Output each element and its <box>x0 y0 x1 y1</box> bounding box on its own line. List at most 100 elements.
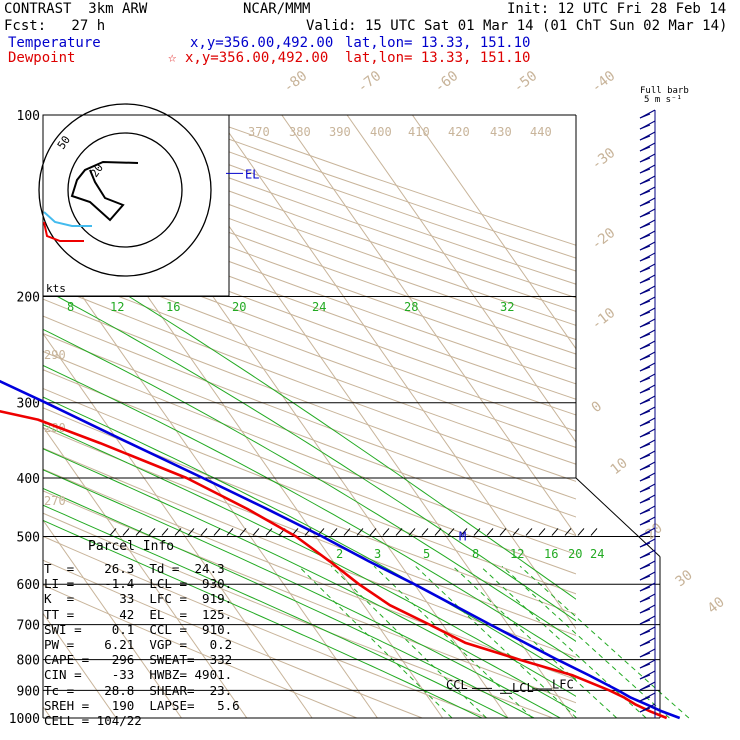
mixing-ratio-label: 12 <box>510 547 524 561</box>
wind-barb-flag <box>639 707 651 713</box>
wind-barb-flag <box>639 641 651 647</box>
theta-tick-label: 400 <box>370 125 392 139</box>
wind-barb-flag <box>639 245 651 251</box>
ccl-label: CCL <box>446 678 468 692</box>
wind-barb-flag <box>639 311 651 317</box>
hatch-mark <box>265 528 273 536</box>
dry-adiabat-line <box>43 281 576 482</box>
hodograph-ring <box>67 132 183 248</box>
hatch-mark <box>590 528 598 536</box>
dry-adiabat-line <box>43 234 576 432</box>
wind-barb-flag <box>639 520 651 526</box>
hatch-mark <box>109 528 117 536</box>
wind-barb-flag <box>639 300 651 306</box>
temperature-tick-label: 0 <box>589 398 605 416</box>
temperature-legend: Temperature <box>8 35 101 51</box>
hodograph-ring <box>38 103 212 277</box>
mixing-ratio-line <box>415 565 577 719</box>
temperature-tick-label: 10 <box>608 455 631 478</box>
hodograph-trace-main <box>70 160 139 222</box>
mixing-ratio-line <box>519 565 690 719</box>
dewpoint-legend: Dewpoint <box>8 50 76 66</box>
mixing-ratio-labels: 2 3 5 8 12 16 20 24 <box>336 547 604 561</box>
pressure-tick-labels: 100 200 300 400 500 600 700 800 900 1000 <box>9 109 40 727</box>
wind-barb-flag <box>639 575 651 581</box>
mixing-ratio-line <box>330 565 487 719</box>
wind-barb-flag <box>639 333 651 339</box>
sounding-traces <box>0 379 681 720</box>
dry-adiabat-line <box>43 559 423 718</box>
hatch-mark <box>499 528 507 536</box>
wind-barb-flag <box>639 157 651 163</box>
pressure-label: 900 <box>17 684 40 699</box>
wind-barb-flag <box>639 432 651 438</box>
theta-tick-label: 380 <box>289 125 311 139</box>
init-label: Init: 12 UTC Fri 28 Feb 14 <box>507 1 727 17</box>
parcel-info-title: Parcel Info <box>88 539 175 554</box>
moist-adiabat-label: 24 <box>312 300 326 314</box>
wind-barb-flag <box>639 498 651 504</box>
hatch-mark <box>369 528 377 536</box>
hatch-mark <box>538 528 546 536</box>
wind-barb-flag <box>639 509 651 515</box>
wind-barb-flag <box>639 234 651 240</box>
dewpoint-latlon: lat,lon= 13.33, 151.10 <box>345 50 531 66</box>
wind-barb-flag <box>639 388 651 394</box>
frame-diagonal <box>575 477 661 557</box>
mixing-ratio-line <box>373 565 533 719</box>
wind-barb-flag <box>639 465 651 471</box>
moist-adiabat-labels: 8 12 16 20 24 28 32 <box>67 300 514 314</box>
hatch-mark <box>551 528 559 536</box>
mixing-ratio-label: 8 <box>472 547 479 561</box>
wind-barb-flag <box>639 124 651 130</box>
parcel-row: TT = 42 EL = 125. <box>44 606 233 622</box>
temperature-tick-label: -70 <box>355 68 385 96</box>
isotherm-line <box>43 519 182 718</box>
isotherm-line <box>43 612 117 718</box>
valid-label: Valid: 15 UTC Sat 01 Mar 14 (01 ChT Sun … <box>306 18 728 34</box>
dry-adiabat-line <box>43 369 576 575</box>
star-icon: ☆ <box>168 50 177 66</box>
hatch-mark <box>200 528 208 536</box>
mixing-ratio-label: 5 <box>423 547 430 561</box>
hatch-mark <box>486 528 494 536</box>
wind-barb-flag <box>639 399 651 405</box>
mixing-ratio-label: 24 <box>590 547 604 561</box>
dry-adiabat-line <box>43 512 553 718</box>
wind-barb-flag <box>639 586 651 592</box>
pressure-label: 200 <box>17 291 40 306</box>
lfc-label: LFC <box>552 677 574 691</box>
temperature-latlon: lat,lon= 13.33, 151.10 <box>345 35 531 51</box>
lcl-label: LCL <box>512 681 534 695</box>
dry-adiabat-line <box>194 115 576 246</box>
wind-barb-flag <box>639 410 651 416</box>
mixing-ratio-lines <box>298 565 690 719</box>
wind-barb-flag <box>639 597 651 603</box>
wind-barb-flag <box>639 553 651 559</box>
temperature-xy: x,y=356.00,492.00 <box>190 35 334 51</box>
fcst-label: Fcst: 27 h <box>4 18 106 34</box>
isotherm-line <box>216 115 576 630</box>
hatch-mark <box>330 528 338 536</box>
hatch-mark <box>213 528 221 536</box>
wind-barb-flag <box>639 223 651 229</box>
dry-adiabat-line <box>43 535 488 718</box>
pressure-label: 300 <box>17 397 40 412</box>
moist-adiabat-label: 28 <box>404 300 418 314</box>
wind-barb-flag <box>639 542 651 548</box>
moist-adiabat-label: 12 <box>110 300 124 314</box>
hodograph-units: kts <box>46 282 66 295</box>
wind-barb-flag <box>639 421 651 427</box>
mixing-ratio-label: 20 <box>568 547 582 561</box>
wind-barb-flag <box>639 443 651 449</box>
isotherm-line <box>43 332 313 718</box>
mixing-ratio-label: 16 <box>544 547 558 561</box>
hodograph-trace-red <box>43 221 84 242</box>
hatch-mark <box>122 528 130 536</box>
dry-adiabat-line <box>43 333 576 537</box>
temperature-trace <box>0 379 681 720</box>
wind-barbs <box>639 109 656 718</box>
center-label: NCAR/MMM <box>243 1 311 17</box>
wind-barb-flag <box>639 344 651 350</box>
dry-adiabat-line <box>43 468 576 681</box>
